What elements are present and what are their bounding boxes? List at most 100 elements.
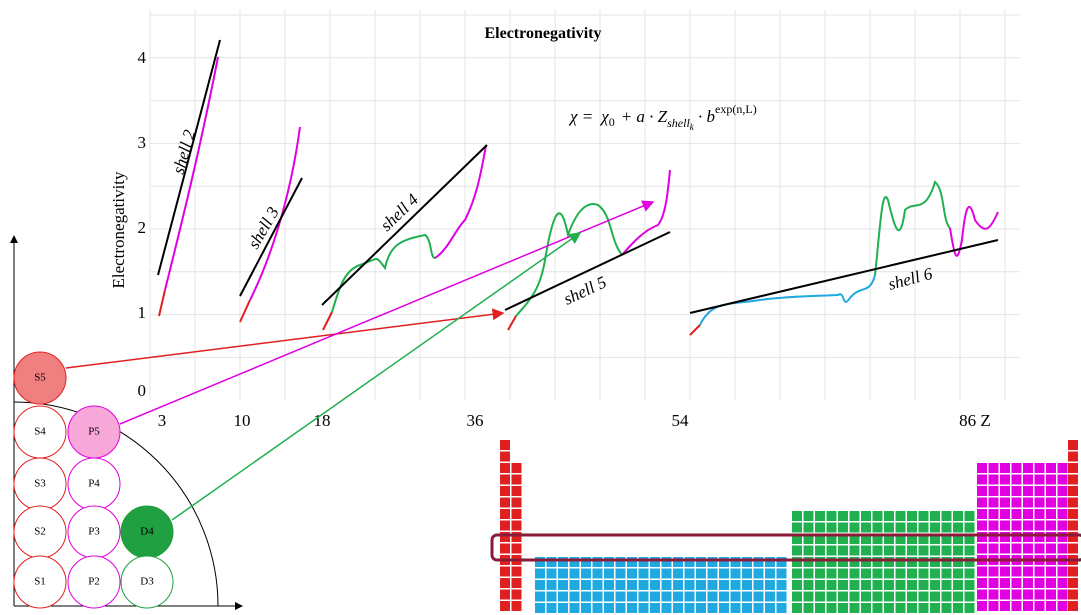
element-cell [684, 591, 695, 602]
element-cell [988, 486, 999, 496]
element-cell [1046, 497, 1056, 508]
curve [949, 205, 999, 257]
x-ticks: 3 10 18 36 54 86 Z [158, 411, 991, 430]
orbitals: S5 S4 P5 S3 P4 S2 P3 D4 S1 P2 D3 [13, 351, 174, 609]
element-cell [684, 603, 695, 613]
y-tick-label: 0 [138, 381, 147, 400]
element-cell [1046, 532, 1056, 542]
element-cell [753, 580, 764, 590]
periodic-table [500, 440, 1078, 613]
element-cell [884, 534, 894, 544]
element-cell [604, 557, 614, 567]
element-cell [884, 511, 894, 521]
element-cell [546, 568, 557, 579]
element-cell [1034, 589, 1045, 600]
element-cell [964, 603, 975, 613]
element-cell [815, 557, 825, 567]
element-cell [730, 568, 741, 579]
element-cell [719, 568, 729, 579]
element-cell [895, 568, 906, 579]
element-cell [884, 603, 894, 613]
element-cell [753, 603, 764, 613]
element-cell [511, 589, 522, 600]
element-cell [569, 557, 580, 567]
element-cell [977, 474, 987, 485]
element-cell [861, 568, 871, 579]
element-cell [1000, 463, 1010, 473]
element-cell [861, 545, 871, 556]
element-cell [604, 568, 614, 579]
element-cell [803, 580, 814, 590]
element-cell [838, 545, 848, 556]
element-cell [930, 591, 940, 602]
element-cell [953, 522, 963, 533]
shell-label: shell 4 [377, 190, 423, 235]
element-cell [661, 580, 672, 590]
y-tick-label: 2 [138, 218, 147, 237]
element-cell [988, 566, 999, 577]
curve [158, 289, 166, 317]
element-cell [1057, 474, 1068, 485]
element-cell [884, 522, 894, 533]
x-tick-label: 10 [234, 411, 251, 430]
element-cell [861, 522, 871, 533]
element-cell [872, 603, 883, 613]
curve [331, 233, 436, 313]
element-cell [581, 557, 591, 567]
element-cell [673, 591, 683, 602]
element-cell [511, 578, 522, 588]
element-cell [1068, 474, 1078, 485]
element-cell [500, 440, 510, 450]
fit-lines [157, 39, 999, 314]
element-cell [872, 511, 883, 521]
element-cell [1011, 532, 1022, 542]
element-cell [1011, 543, 1022, 554]
element-cell [861, 580, 871, 590]
element-cell [1023, 543, 1033, 554]
element-cell [1034, 463, 1045, 473]
element-cell [604, 580, 614, 590]
element-cell [1011, 486, 1022, 496]
element-cell [776, 568, 787, 579]
arrow [65, 308, 505, 369]
element-cell [977, 566, 987, 577]
element-cell [1034, 566, 1045, 577]
element-cell [826, 511, 837, 521]
y-tick-label: 3 [138, 133, 147, 152]
element-cell [930, 522, 940, 533]
element-cell [684, 568, 695, 579]
element-cell [673, 557, 683, 567]
orbital-label: P2 [88, 576, 100, 588]
element-cell [684, 557, 695, 567]
curve [434, 144, 487, 259]
element-cell [592, 580, 603, 590]
element-cell [953, 534, 963, 544]
element-cell [1034, 520, 1045, 531]
element-cell [884, 580, 894, 590]
orbital-label: D3 [140, 576, 154, 588]
element-cell [1023, 463, 1033, 473]
element-cell [826, 557, 837, 567]
element-cell [849, 511, 860, 521]
element-cell [872, 522, 883, 533]
element-cell [592, 557, 603, 567]
element-cell [535, 568, 545, 579]
fit-line [689, 239, 999, 314]
element-cell [849, 580, 860, 590]
element-cell [872, 580, 883, 590]
element-cell [1011, 601, 1022, 611]
element-cell [1068, 578, 1078, 588]
element-cell [884, 545, 894, 556]
element-cell [941, 568, 952, 579]
element-cell [941, 511, 952, 521]
element-cell [918, 591, 929, 602]
element-cell [1011, 463, 1022, 473]
element-cell [719, 591, 729, 602]
element-cell [511, 509, 522, 519]
element-cell [1011, 589, 1022, 600]
element-cell [838, 591, 848, 602]
element-cell [1000, 578, 1010, 588]
element-cell [696, 591, 706, 602]
element-cell [1057, 589, 1068, 600]
orbital-label: S4 [34, 426, 46, 438]
